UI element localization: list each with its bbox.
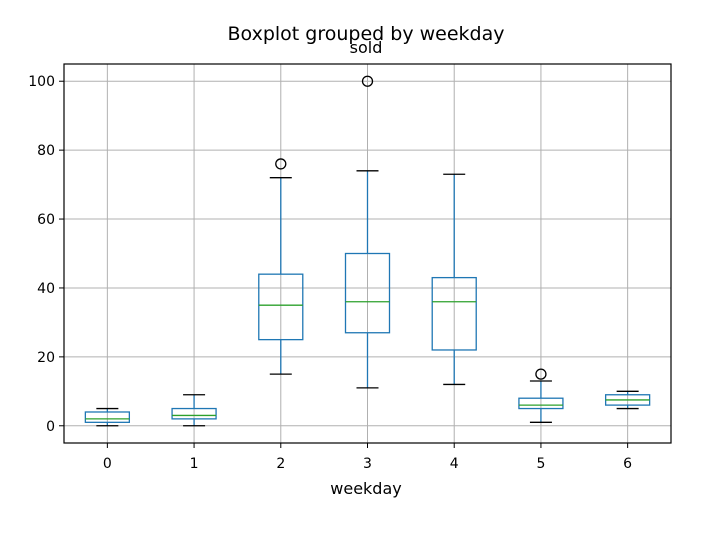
box-group-6 — [604, 390, 651, 410]
boxes — [84, 75, 651, 427]
iqr-box — [431, 276, 477, 351]
iqr-box — [171, 407, 217, 420]
outlier-point — [275, 158, 287, 170]
box-group-5 — [518, 368, 564, 423]
y-tick-label: 60 — [37, 212, 55, 228]
x-tick-label: 3 — [363, 456, 372, 472]
box-group-2 — [258, 158, 304, 375]
x-tick-label: 1 — [190, 456, 199, 472]
y-tick-label: 40 — [37, 281, 55, 297]
x-axis-label: weekday — [330, 479, 401, 498]
axes: 0 20 40 60 80 100 0 1 2 3 4 5 6 — [28, 63, 672, 472]
box-group-0 — [84, 407, 131, 427]
box-group-3 — [344, 75, 391, 389]
y-tick-label: 100 — [28, 74, 55, 90]
x-tick-label: 2 — [276, 456, 285, 472]
y-tick-label: 20 — [37, 350, 55, 366]
iqr-box — [258, 273, 304, 341]
outlier-point — [361, 75, 374, 87]
x-tick-label: 5 — [536, 456, 545, 472]
iqr-box — [84, 411, 131, 423]
x-tick-label: 0 — [103, 456, 112, 472]
outlier-point — [535, 368, 547, 380]
box-group-1 — [171, 394, 217, 427]
x-tick-label: 6 — [623, 456, 632, 472]
iqr-box — [518, 397, 564, 410]
chart-suptitle: Boxplot grouped by weekday — [228, 23, 505, 45]
x-tick-label: 4 — [450, 456, 459, 472]
y-tick-label: 80 — [37, 143, 55, 159]
y-tick-label: 0 — [46, 419, 55, 435]
box-group-4 — [431, 173, 477, 386]
iqr-box — [344, 252, 391, 334]
chart-title: sold — [350, 38, 383, 57]
